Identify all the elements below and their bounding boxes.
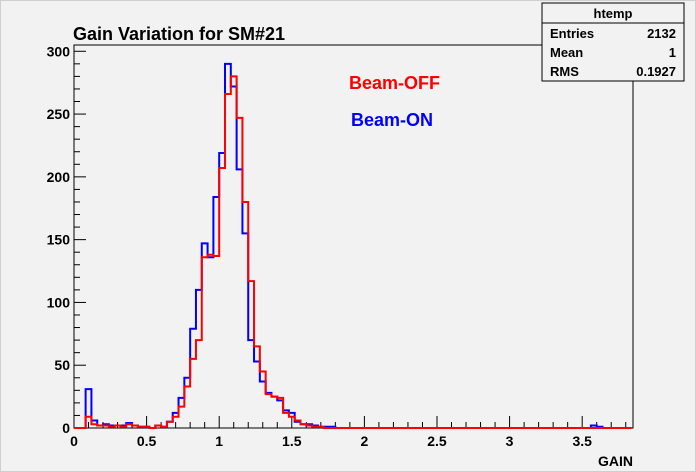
- x-tick-label: 3: [506, 433, 514, 449]
- y-tick-label: 0: [62, 420, 70, 436]
- x-tick-label: 0.5: [137, 433, 157, 449]
- y-tick-label: 50: [54, 357, 70, 373]
- series-line-beam-off: [74, 75, 632, 429]
- stats-box-frame: [541, 2, 685, 82]
- stats-mean-value: 1: [669, 45, 676, 60]
- y-tick-label: 150: [47, 232, 71, 248]
- x-tick-label: 1.5: [282, 433, 302, 449]
- x-tick-label: 0: [70, 433, 78, 449]
- y-tick-label: 100: [47, 294, 71, 310]
- y-tick-label: 250: [47, 106, 71, 122]
- y-axis: 0 50 100 150 200 250 300: [47, 43, 86, 436]
- stats-box: htemp Entries 2132 Mean 1 RMS 0.1927: [541, 2, 685, 82]
- stats-rms-label: RMS: [550, 64, 579, 79]
- x-tick-label: 2: [360, 433, 368, 449]
- y-tick-label: 200: [47, 169, 71, 185]
- plot-area: [73, 44, 634, 429]
- x-axis-label: GAIN: [598, 453, 633, 469]
- stats-entries-label: Entries: [550, 26, 594, 41]
- stats-rms-value: 0.1927: [636, 64, 676, 79]
- x-tick-label: 1: [215, 433, 223, 449]
- x-tick-label: 3.5: [572, 433, 592, 449]
- chart-title: Gain Variation for SM#21: [73, 24, 285, 44]
- legend-beam-on: Beam-ON: [351, 110, 433, 130]
- stats-box-title: htemp: [594, 6, 633, 21]
- legend-beam-off: Beam-OFF: [349, 73, 440, 93]
- stats-entries-value: 2132: [647, 26, 676, 41]
- stats-mean-label: Mean: [550, 45, 583, 60]
- x-tick-label: 2.5: [427, 433, 447, 449]
- y-tick-label: 300: [47, 43, 71, 59]
- series-layer: [74, 62, 632, 429]
